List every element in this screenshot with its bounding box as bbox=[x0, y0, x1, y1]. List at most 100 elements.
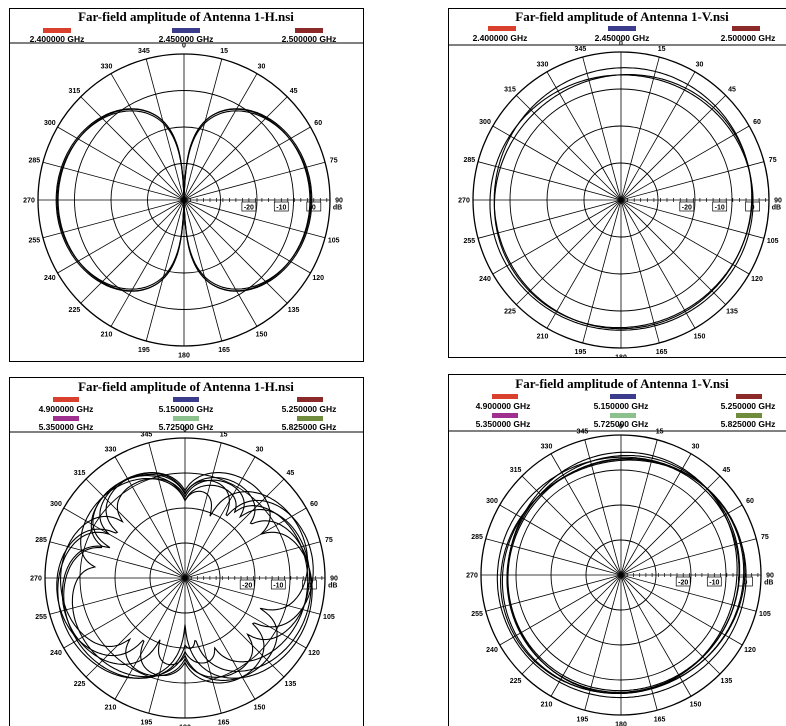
radial-unit-label: dB bbox=[764, 580, 773, 587]
grid-spoke bbox=[80, 199, 185, 304]
angle-tick-label: 285 bbox=[471, 534, 483, 541]
radial-tick-label: -10 bbox=[273, 583, 283, 590]
grid-spoke bbox=[620, 504, 743, 576]
angle-tick-label: 345 bbox=[575, 46, 587, 53]
legend-label: 5.725000 GHz bbox=[594, 419, 649, 429]
grid-spoke bbox=[582, 199, 622, 344]
legend-label: 2.500000 GHz bbox=[282, 34, 337, 44]
grid-spoke bbox=[42, 199, 185, 239]
angle-tick-label: 255 bbox=[35, 614, 47, 621]
polar-plot-area: 0 15 30 45 60 75 90 105 120 135 150 165 180 195 210 225… bbox=[458, 41, 782, 359]
angle-tick-label: 15 bbox=[658, 46, 666, 53]
legend-label: 5.725000 GHz bbox=[159, 422, 214, 432]
angle-tick-label: 45 bbox=[723, 467, 731, 474]
series-line bbox=[63, 473, 312, 679]
angle-tick-label: 225 bbox=[504, 309, 516, 316]
legend-label: 5.825000 GHz bbox=[721, 419, 776, 429]
grid-spoke bbox=[620, 199, 660, 344]
grid-spoke bbox=[184, 541, 321, 579]
angle-tick-label: 330 bbox=[105, 447, 117, 454]
angle-tick-label: 255 bbox=[471, 611, 483, 618]
angle-tick-label: 300 bbox=[486, 498, 498, 505]
angle-tick-label: 0 bbox=[619, 424, 623, 431]
legend-swatch bbox=[173, 416, 199, 421]
angle-tick-label: 30 bbox=[258, 63, 266, 70]
angle-tick-label: 165 bbox=[218, 719, 230, 726]
angle-tick-label: 210 bbox=[105, 705, 117, 712]
grid-spoke bbox=[477, 161, 622, 201]
radial-unit-label: dB bbox=[333, 205, 342, 212]
polar-grid bbox=[472, 51, 770, 349]
legend-label: 5.150000 GHz bbox=[594, 401, 649, 411]
angle-tick-label: 225 bbox=[510, 678, 522, 685]
grid-spoke bbox=[80, 96, 185, 201]
grid-spoke bbox=[184, 507, 307, 579]
grid-spoke bbox=[183, 199, 326, 239]
polar-grid bbox=[480, 434, 762, 716]
polar-chart-panel-1: Far-field amplitude of Antenna 1-H.nsi 2… bbox=[9, 8, 364, 362]
legend-label: 5.150000 GHz bbox=[159, 404, 214, 414]
angle-tick-label: 15 bbox=[656, 429, 664, 436]
grid-spoke bbox=[148, 577, 186, 714]
legend: 2.400000 GHz 2.450000 GHz 2.500000 GHz bbox=[473, 26, 775, 43]
radial-tick-label: -10 bbox=[276, 205, 286, 212]
angle-tick-label: 150 bbox=[690, 702, 702, 709]
grid-spoke bbox=[114, 456, 186, 579]
angle-tick-label: 195 bbox=[575, 349, 587, 356]
legend-label: 5.250000 GHz bbox=[721, 401, 776, 411]
angle-tick-label: 165 bbox=[218, 347, 230, 354]
radial-tick-label: 0 bbox=[312, 205, 316, 212]
polar-chart-1: Far-field amplitude of Antenna 1-H.nsi 2… bbox=[9, 8, 364, 362]
angle-tick-label: 255 bbox=[463, 238, 475, 245]
polar-plot-area: 0 15 30 45 60 75 90 105 120 135 150 165 180 195 210 225… bbox=[466, 424, 774, 726]
polar-chart-3: Far-field amplitude of Antenna 1-H.nsi 4… bbox=[9, 377, 364, 726]
angle-tick-label: 210 bbox=[537, 334, 549, 341]
grid-spoke bbox=[546, 71, 622, 201]
legend-label: 2.400000 GHz bbox=[30, 34, 85, 44]
angle-tick-label: 330 bbox=[541, 444, 553, 451]
chart-title: Far-field amplitude of Antenna 1-V.nsi bbox=[515, 376, 729, 391]
polar-plot-area: 0 15 30 45 60 75 90 105 120 135 150 165 180 195 210 225… bbox=[23, 43, 343, 360]
grid-spoke bbox=[620, 95, 726, 201]
angle-tick-label: 315 bbox=[74, 470, 86, 477]
angle-tick-label: 45 bbox=[290, 88, 298, 95]
legend-label: 2.450000 GHz bbox=[159, 34, 214, 44]
legend-swatch bbox=[736, 394, 762, 399]
legend-swatch bbox=[736, 413, 762, 418]
legend-swatch bbox=[295, 28, 323, 33]
angle-tick-label: 120 bbox=[308, 650, 320, 657]
grid-spoke bbox=[184, 577, 285, 678]
grid-spoke bbox=[620, 71, 696, 201]
chart-title: Far-field amplitude of Antenna 1-V.nsi bbox=[515, 9, 729, 24]
angle-tick-label: 225 bbox=[74, 681, 86, 688]
grid-spoke bbox=[145, 58, 185, 201]
grid-spoke bbox=[550, 453, 622, 576]
angle-tick-label: 315 bbox=[504, 87, 516, 94]
grid-spoke bbox=[546, 199, 622, 329]
angle-tick-label: 210 bbox=[541, 702, 553, 709]
legend-swatch bbox=[172, 28, 200, 33]
grid-spoke bbox=[620, 125, 750, 201]
series-line bbox=[57, 472, 313, 679]
grid-spoke bbox=[183, 199, 223, 342]
grid-spoke bbox=[183, 199, 258, 327]
angle-tick-label: 270 bbox=[23, 198, 35, 205]
angle-tick-label: 90 bbox=[335, 198, 343, 205]
angle-tick-label: 240 bbox=[486, 647, 498, 654]
grid-spoke bbox=[183, 161, 326, 201]
series-line bbox=[61, 475, 309, 681]
polar-chart-panel-2: Far-field amplitude of Antenna 1-V.nsi 2… bbox=[448, 8, 786, 358]
angle-tick-label: 240 bbox=[44, 275, 56, 282]
angle-tick-label: 195 bbox=[577, 716, 589, 723]
angle-tick-label: 60 bbox=[310, 501, 318, 508]
series-line bbox=[506, 454, 741, 693]
series-line bbox=[56, 110, 312, 290]
grid-spoke bbox=[477, 199, 622, 239]
polar-chart-panel-4: Far-field amplitude of Antenna 1-V.nsi 4… bbox=[448, 374, 786, 726]
angle-tick-label: 120 bbox=[744, 647, 756, 654]
grid-spoke bbox=[620, 199, 696, 329]
legend-label: 5.825000 GHz bbox=[282, 422, 337, 432]
radial-tick-label: 0 bbox=[307, 583, 311, 590]
series-line bbox=[489, 74, 754, 331]
grid-spoke bbox=[620, 161, 765, 201]
